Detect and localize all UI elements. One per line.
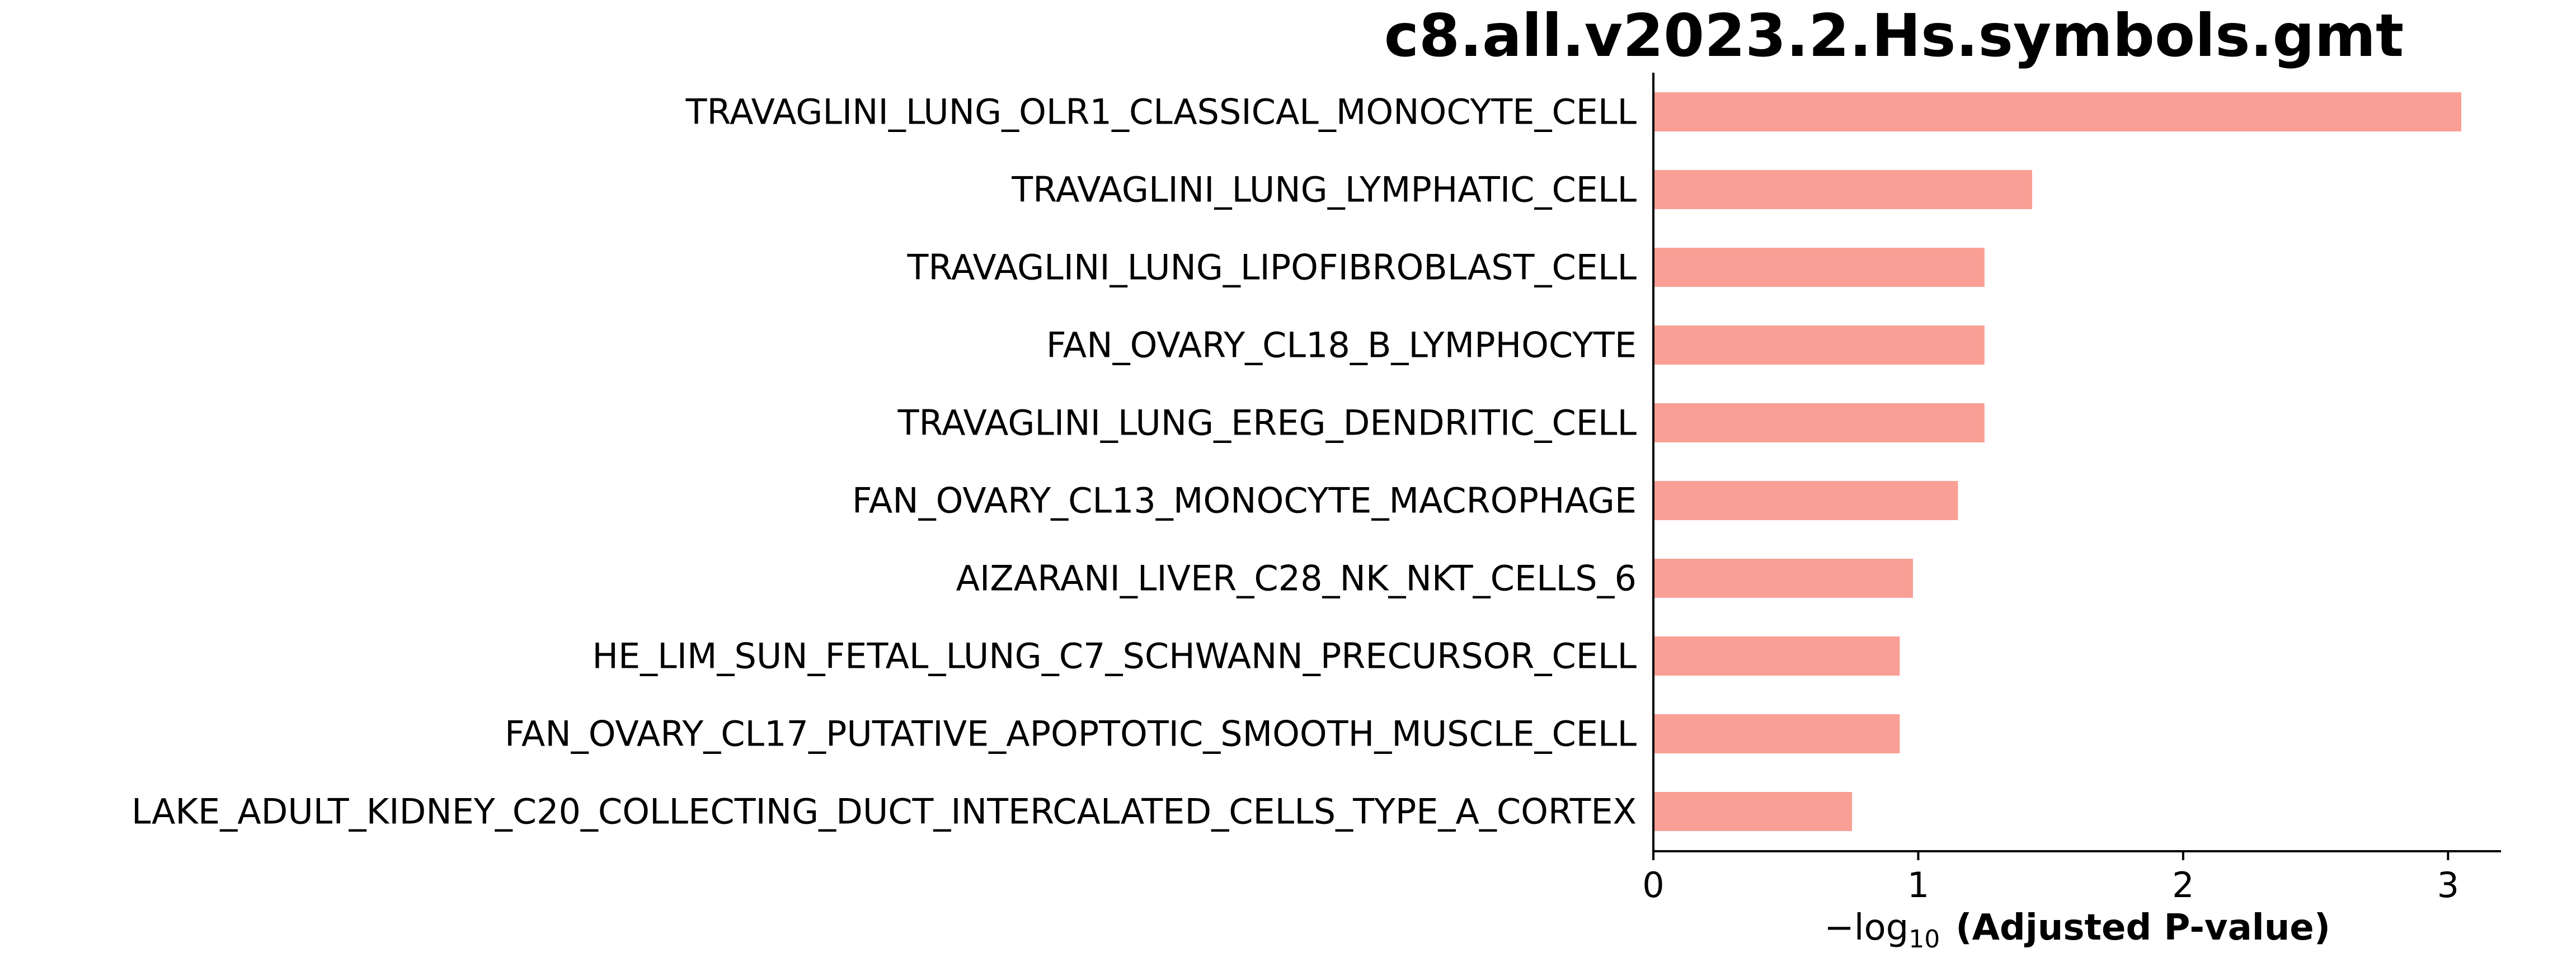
category-labels: TRAVAGLINI_LUNG_OLR1_CLASSICAL_MONOCYTE_…: [131, 92, 1637, 832]
category-label: AIZARANI_LIVER_C28_NK_NKT_CELLS_6: [956, 558, 1637, 599]
category-label: HE_LIM_SUN_FETAL_LUNG_C7_SCHWANN_PRECURS…: [592, 636, 1637, 677]
x-axis-label: −log10 (Adjusted P-value): [1824, 907, 2330, 954]
x-tick-label: 2: [2172, 865, 2194, 905]
category-label: FAN_OVARY_CL18_B_LYMPHOCYTE: [1046, 325, 1637, 366]
bar-10: [1653, 792, 1853, 831]
category-label: TRAVAGLINI_LUNG_LYMPHATIC_CELL: [1011, 169, 1637, 210]
category-label: TRAVAGLINI_LUNG_LIPOFIBROBLAST_CELL: [906, 247, 1637, 288]
bar-2: [1653, 170, 2033, 209]
chart-title: c8.all.v2023.2.Hs.symbols.gmt: [1384, 2, 2404, 70]
x-tick-label: 0: [1642, 865, 1664, 905]
x-axis-label-subscript: 10: [1909, 925, 1940, 954]
x-tick-label: 3: [2437, 865, 2459, 905]
bars-group: [1653, 92, 2461, 831]
x-ticks: 0 1 2 3: [1642, 851, 2459, 905]
x-tick-label: 1: [1907, 865, 1929, 905]
x-axis-label-main: (Adjusted P-value): [1955, 907, 2330, 949]
category-label: FAN_OVARY_CL17_PUTATIVE_APOPTOTIC_SMOOTH…: [505, 714, 1637, 754]
category-label: LAKE_ADULT_KIDNEY_C20_COLLECTING_DUCT_IN…: [131, 791, 1637, 832]
category-label: TRAVAGLINI_LUNG_OLR1_CLASSICAL_MONOCYTE_…: [685, 92, 1637, 133]
bar-4: [1653, 326, 1985, 365]
x-axis-label-prefix: −log: [1824, 907, 1909, 949]
bar-5: [1653, 403, 1985, 442]
category-label: FAN_OVARY_CL13_MONOCYTE_MACROPHAGE: [852, 480, 1637, 521]
bar-8: [1653, 636, 1900, 676]
bar-7: [1653, 559, 1913, 598]
bar-9: [1653, 714, 1900, 753]
bar-6: [1653, 481, 1958, 520]
bar-3: [1653, 248, 1985, 287]
bar-1: [1653, 92, 2461, 131]
category-label: TRAVAGLINI_LUNG_EREG_DENDRITIC_CELL: [897, 403, 1637, 444]
